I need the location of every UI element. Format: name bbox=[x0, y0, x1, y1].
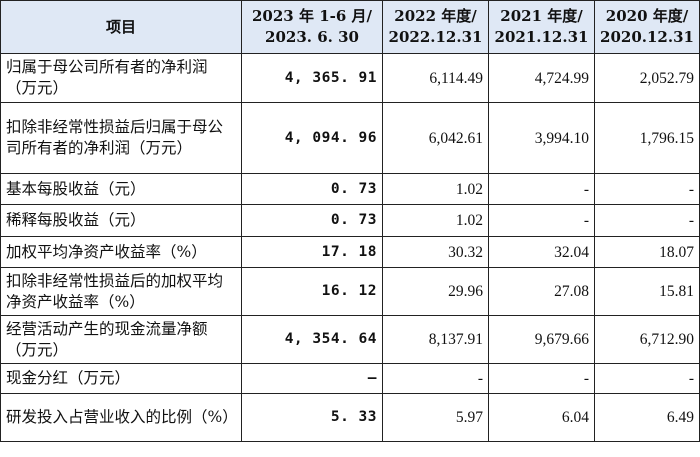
header-2021-line2: 2021.12.31 bbox=[494, 28, 589, 46]
cell-2022: 6,114.49 bbox=[382, 53, 489, 103]
cell-2021: - bbox=[488, 204, 595, 237]
row-label: 归属于母公司所有者的净利润（万元） bbox=[0, 53, 242, 103]
cell-2022: 29.96 bbox=[382, 267, 489, 316]
row-label: 现金分红（万元） bbox=[0, 363, 242, 394]
header-2022: 2022 年度/ 2022.12.31 bbox=[382, 0, 489, 54]
cell-2023h1: 17. 18 bbox=[241, 236, 383, 268]
cell-2020: 15.81 bbox=[594, 267, 700, 316]
cell-2023h1: 4, 094. 96 bbox=[241, 102, 383, 174]
row-label: 加权平均净资产收益率（%） bbox=[0, 236, 242, 268]
cell-2020: - bbox=[594, 173, 700, 205]
cell-2021: 32.04 bbox=[488, 236, 595, 268]
header-2022-line2: 2022.12.31 bbox=[388, 28, 483, 46]
cell-2022: - bbox=[382, 363, 489, 394]
table-row: 稀释每股收益（元） 0. 73 1.02 - - bbox=[0, 204, 700, 237]
cell-2020: 1,796.15 bbox=[594, 102, 700, 174]
cell-2022: 1.02 bbox=[382, 173, 489, 205]
cell-2020: - bbox=[594, 204, 700, 237]
cell-2021: 3,994.10 bbox=[488, 102, 595, 174]
table-row: 现金分红（万元） – - - - bbox=[0, 363, 700, 394]
cell-2021: 4,724.99 bbox=[488, 53, 595, 103]
table-row: 归属于母公司所有者的净利润（万元） 4, 365. 91 6,114.49 4,… bbox=[0, 53, 700, 103]
cell-2022: 1.02 bbox=[382, 204, 489, 237]
table-row: 扣除非经常性损益后的加权平均净资产收益率（%） 16. 12 29.96 27.… bbox=[0, 267, 700, 316]
cell-2020: 2,052.79 bbox=[594, 53, 700, 103]
cell-2020: 6,712.90 bbox=[594, 315, 700, 364]
row-label: 基本每股收益（元） bbox=[0, 173, 242, 205]
cell-2021: - bbox=[488, 363, 595, 394]
row-label: 研发投入占营业收入的比例（%） bbox=[0, 393, 242, 442]
table-row: 加权平均净资产收益率（%） 17. 18 30.32 32.04 18.07 bbox=[0, 236, 700, 268]
cell-2023h1: 4, 365. 91 bbox=[241, 53, 383, 103]
cell-2022: 30.32 bbox=[382, 236, 489, 268]
cell-2023h1: – bbox=[241, 363, 383, 394]
cell-2021: 27.08 bbox=[488, 267, 595, 316]
header-2023h1: 2023 年 1-6 月/ 2023. 6. 30 bbox=[241, 0, 383, 54]
header-2022-line1: 2022 年度/ bbox=[394, 7, 477, 25]
table-row: 研发投入占营业收入的比例（%） 5. 33 5.97 6.04 6.49 bbox=[0, 393, 700, 442]
header-2020: 2020 年度/ 2020.12.31 bbox=[594, 0, 700, 54]
row-label: 扣除非经常性损益后归属于母公司所有者的净利润（万元） bbox=[0, 102, 242, 174]
financial-indicators-table: 项目 2023 年 1-6 月/ 2023. 6. 30 2022 年度/ 20… bbox=[0, 0, 700, 442]
cell-2022: 6,042.61 bbox=[382, 102, 489, 174]
cell-2023h1: 0. 73 bbox=[241, 173, 383, 205]
cell-2023h1: 5. 33 bbox=[241, 393, 383, 442]
row-label: 扣除非经常性损益后的加权平均净资产收益率（%） bbox=[0, 267, 242, 316]
header-2023h1-line1: 2023 年 1-6 月/ bbox=[252, 7, 372, 25]
row-label: 经营活动产生的现金流量净额（万元） bbox=[0, 315, 242, 364]
header-2021-line1: 2021 年度/ bbox=[500, 7, 583, 25]
cell-2020: 6.49 bbox=[594, 393, 700, 442]
cell-2021: 6.04 bbox=[488, 393, 595, 442]
header-2023h1-line2: 2023. 6. 30 bbox=[265, 28, 359, 46]
cell-2021: - bbox=[488, 173, 595, 205]
table-row: 经营活动产生的现金流量净额（万元） 4, 354. 64 8,137.91 9,… bbox=[0, 315, 700, 364]
cell-2020: 18.07 bbox=[594, 236, 700, 268]
header-item: 项目 bbox=[0, 0, 242, 54]
header-2020-line2: 2020.12.31 bbox=[600, 28, 694, 46]
cell-2023h1: 0. 73 bbox=[241, 204, 383, 237]
cell-2023h1: 16. 12 bbox=[241, 267, 383, 316]
cell-2021: 9,679.66 bbox=[488, 315, 595, 364]
cell-2023h1: 4, 354. 64 bbox=[241, 315, 383, 364]
table-row: 扣除非经常性损益后归属于母公司所有者的净利润（万元） 4, 094. 96 6,… bbox=[0, 102, 700, 174]
header-2020-line1: 2020 年度/ bbox=[605, 7, 689, 25]
cell-2022: 8,137.91 bbox=[382, 315, 489, 364]
row-label: 稀释每股收益（元） bbox=[0, 204, 242, 237]
header-2021: 2021 年度/ 2021.12.31 bbox=[488, 0, 595, 54]
cell-2022: 5.97 bbox=[382, 393, 489, 442]
table-row: 基本每股收益（元） 0. 73 1.02 - - bbox=[0, 173, 700, 205]
table-header-row: 项目 2023 年 1-6 月/ 2023. 6. 30 2022 年度/ 20… bbox=[0, 0, 700, 54]
cell-2020: - bbox=[594, 363, 700, 394]
